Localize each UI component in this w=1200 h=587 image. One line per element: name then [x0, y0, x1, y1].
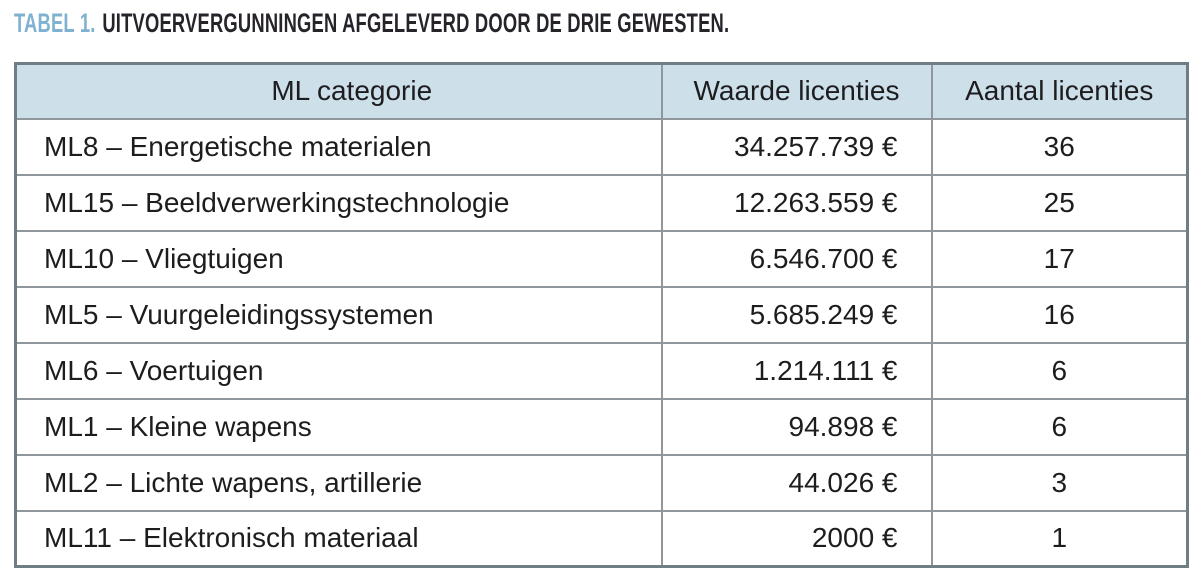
value-cell: 12.263.559 € — [660, 173, 933, 232]
column-header-waarde-licenties: Waarde licenties — [660, 62, 933, 120]
value-cell: 44.026 € — [660, 453, 933, 512]
value-cell: 1.214.111 € — [660, 341, 933, 400]
table-container: ML categorie Waarde licenties Aantal lic… — [14, 62, 1189, 568]
count-cell: 36 — [930, 117, 1189, 176]
value-cell: 94.898 € — [660, 397, 933, 456]
value-cell: 5.685.249 € — [660, 285, 933, 344]
count-cell: 3 — [930, 453, 1189, 512]
category-cell: ML1 – Kleine wapens — [14, 397, 663, 456]
table-row: ML6 – Voertuigen 1.214.111 € 6 — [14, 341, 1189, 400]
licenses-table: ML categorie Waarde licenties Aantal lic… — [14, 62, 1189, 568]
count-cell: 16 — [930, 285, 1189, 344]
figure-title: TABEL 1. UITVOERVERGUNNINGEN AFGELEVERD D… — [14, 8, 729, 39]
category-cell: ML5 – Vuurgeleidingssystemen — [14, 285, 663, 344]
table-row: ML15 – Beeldverwerkingstechnologie 12.26… — [14, 173, 1189, 232]
table-row: ML5 – Vuurgeleidingssystemen 5.685.249 €… — [14, 285, 1189, 344]
table-row: ML11 – Elektronisch materiaal 2000 € 1 — [14, 509, 1189, 568]
count-cell: 1 — [930, 509, 1189, 568]
column-header-ml-categorie: ML categorie — [14, 62, 663, 120]
column-header-aantal-licenties: Aantal licenties — [930, 62, 1189, 120]
figure-title-text: UITVOERVERGUNNINGEN AFGELEVERD DOOR DE D… — [102, 8, 730, 38]
value-cell: 6.546.700 € — [660, 229, 933, 288]
count-cell: 6 — [930, 341, 1189, 400]
count-cell: 25 — [930, 173, 1189, 232]
category-cell: ML8 – Energetische materialen — [14, 117, 663, 176]
category-cell: ML11 – Elektronisch materiaal — [14, 509, 663, 568]
count-cell: 6 — [930, 397, 1189, 456]
category-cell: ML10 – Vliegtuigen — [14, 229, 663, 288]
figure-title-label: TABEL 1. — [14, 8, 96, 38]
table-header-row: ML categorie Waarde licenties Aantal lic… — [14, 62, 1189, 120]
count-cell: 17 — [930, 229, 1189, 288]
table-row: ML10 – Vliegtuigen 6.546.700 € 17 — [14, 229, 1189, 288]
table-row: ML8 – Energetische materialen 34.257.739… — [14, 117, 1189, 176]
category-cell: ML15 – Beeldverwerkingstechnologie — [14, 173, 663, 232]
category-cell: ML6 – Voertuigen — [14, 341, 663, 400]
value-cell: 34.257.739 € — [660, 117, 933, 176]
category-cell: ML2 – Lichte wapens, artillerie — [14, 453, 663, 512]
table-row: ML2 – Lichte wapens, artillerie 44.026 €… — [14, 453, 1189, 512]
table-row: ML1 – Kleine wapens 94.898 € 6 — [14, 397, 1189, 456]
value-cell: 2000 € — [660, 509, 933, 568]
